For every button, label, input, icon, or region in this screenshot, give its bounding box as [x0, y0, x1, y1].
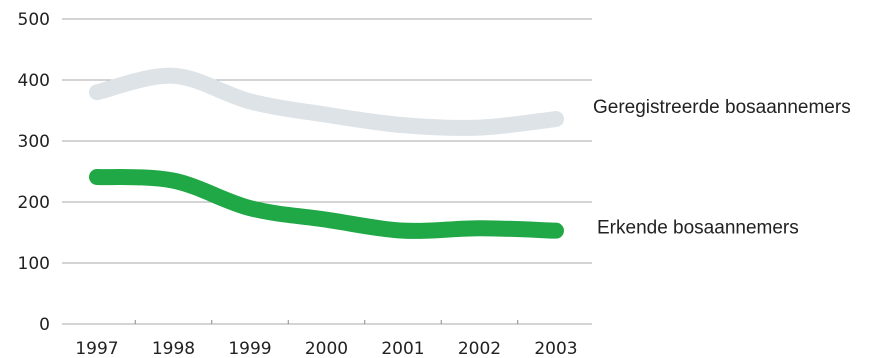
y-tick-label: 200 — [18, 193, 50, 213]
series-lines — [89, 67, 564, 239]
series-line-1 — [89, 168, 564, 239]
y-tick-label: 100 — [18, 254, 50, 274]
x-tick-labels: 1997 1998 1999 2000 2001 2002 2003 — [75, 339, 577, 358]
series-line-0 — [89, 67, 564, 136]
x-tick-label: 2000 — [305, 339, 348, 358]
x-tick-label: 2003 — [534, 339, 577, 358]
x-tick-label: 2002 — [458, 339, 501, 358]
x-tick-label: 2001 — [381, 339, 424, 358]
axes — [62, 320, 592, 325]
series-label: Erkende bosaannemers — [597, 218, 799, 239]
y-tick-labels: 0 100 200 300 400 500 — [18, 10, 50, 335]
series-label: Geregistreerde bosaannemers — [593, 97, 851, 118]
y-tick-label: 400 — [18, 71, 50, 91]
y-tick-label: 500 — [18, 10, 50, 30]
y-tick-label: 0 — [39, 315, 50, 335]
x-tick-label: 1998 — [152, 339, 195, 358]
x-tick-label: 1999 — [228, 339, 271, 358]
x-tick-label: 1997 — [75, 339, 118, 358]
series-labels: Geregistreerde bosaannemers Erkende bosaa… — [593, 97, 851, 239]
y-tick-label: 300 — [18, 132, 50, 152]
